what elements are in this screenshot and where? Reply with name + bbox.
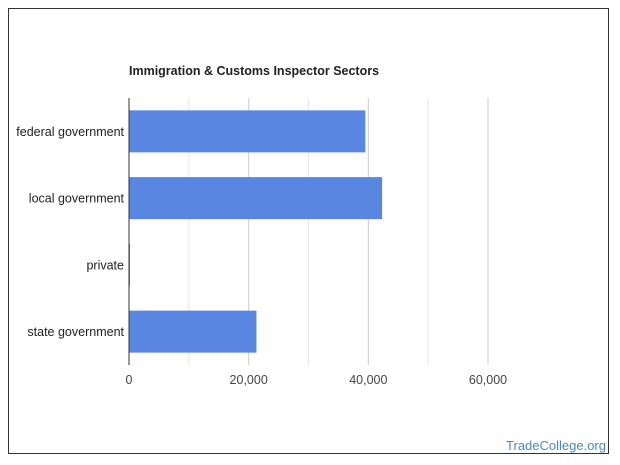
bar-local-government[interactable] (129, 177, 383, 220)
category-label-federal-government: federal government (16, 125, 124, 139)
x-tick-label-2: 40,000 (349, 373, 387, 387)
watermark-link[interactable]: TradeCollege.org (506, 438, 606, 453)
category-label-state-government: state government (27, 325, 124, 339)
bar-federal-government[interactable] (129, 110, 366, 153)
category-label-local-government: local government (29, 192, 125, 206)
x-tick-label-0: 0 (126, 373, 133, 387)
bar-state-government[interactable] (129, 310, 257, 353)
bars (129, 110, 383, 353)
chart-title: Immigration & Customs Inspector Sectors (129, 64, 379, 78)
x-tick-label-1: 20,000 (230, 373, 268, 387)
x-tick-label-3: 60,000 (469, 373, 507, 387)
tick-labels: 0 20,000 40,000 60,000 (126, 373, 508, 387)
category-labels: federal government local government privat… (16, 125, 124, 339)
category-label-private: private (86, 258, 124, 272)
